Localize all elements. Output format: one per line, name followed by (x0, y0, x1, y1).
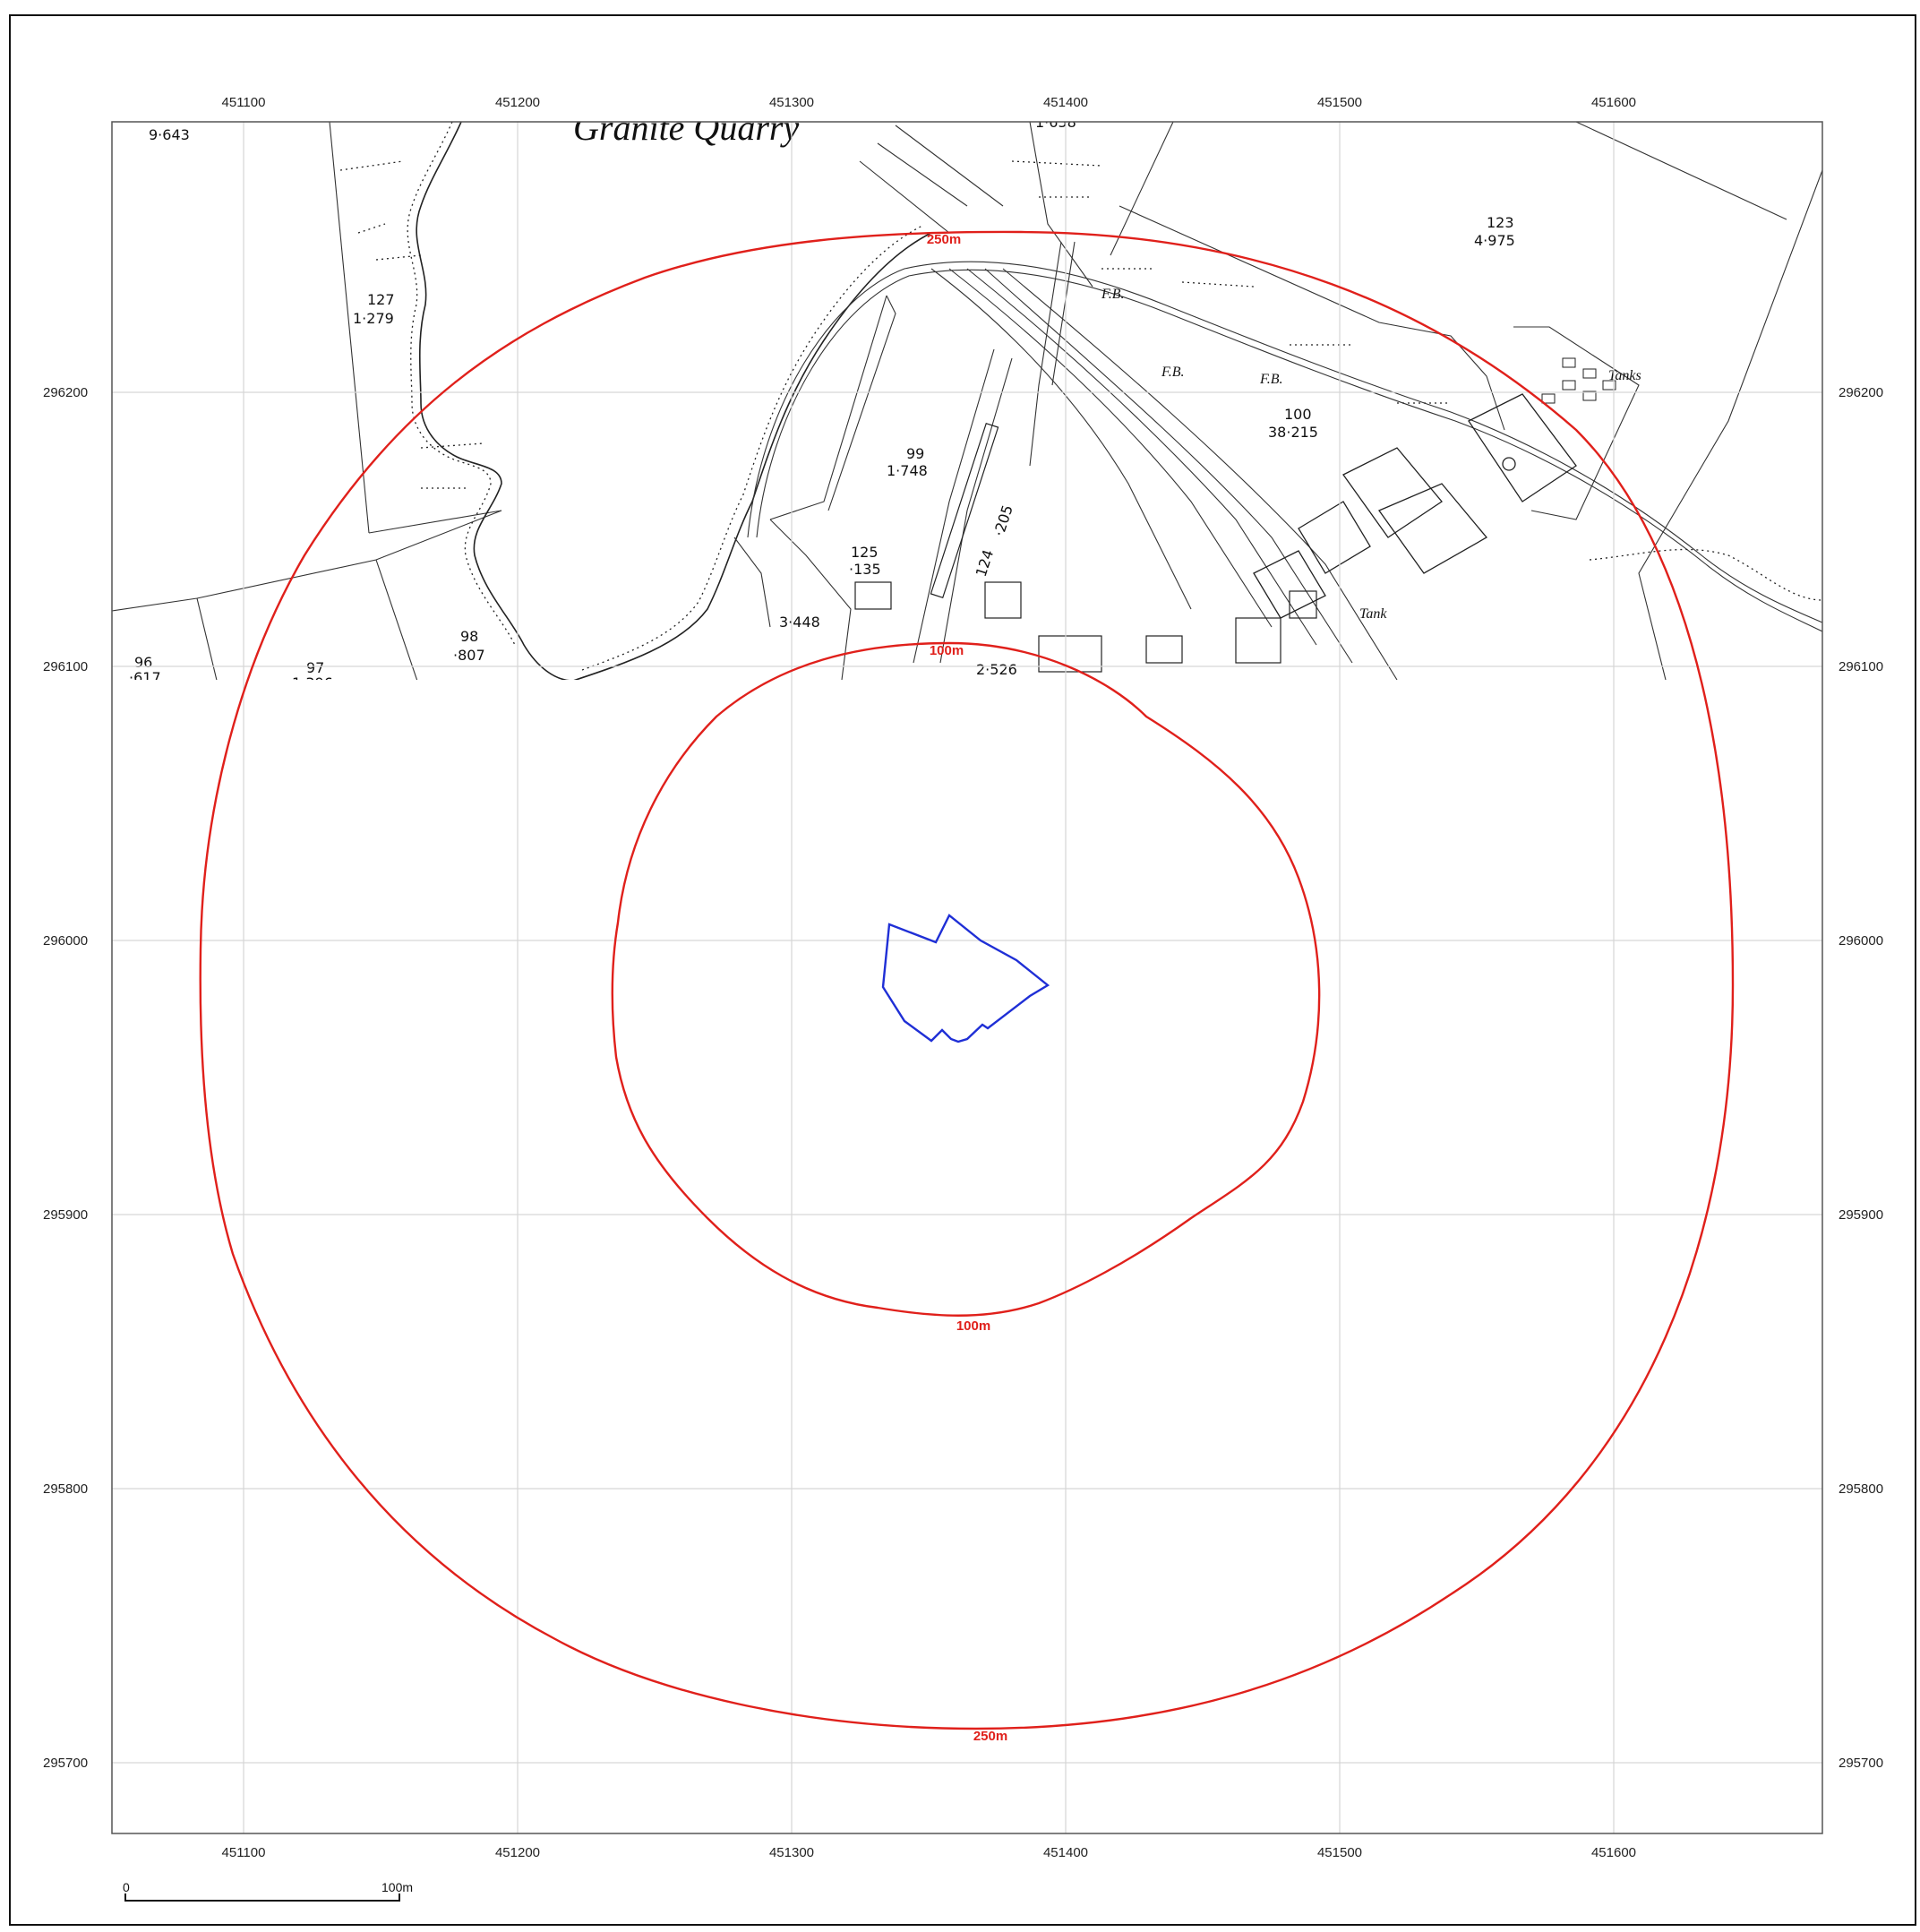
buffer-100m-label: 100m (956, 1318, 990, 1334)
map-neatline (111, 121, 1823, 1834)
parcel-area: 1·396 (292, 674, 333, 691)
footbridge-label: F.B. (1101, 287, 1124, 302)
y-axis-left: 296200 296100 296000 295900 295800 29570… (43, 385, 88, 1771)
footbridge-label: F.B. (1259, 372, 1282, 387)
buffer-250m-label: 250m (927, 232, 961, 247)
footbridge-label: F.B. (1161, 365, 1184, 380)
scale-bar-start-label: 0 (123, 1880, 130, 1894)
works-buildings (1253, 357, 1616, 619)
parcel-area: 4·975 (1474, 232, 1515, 249)
tank-label: Tank (1359, 606, 1387, 622)
map-frame (9, 14, 1916, 1926)
parcel-label: 99 (906, 445, 924, 462)
historic-map-layer: 9·643 127 1·279 98 ·807 96 ·617 97 1·396… (112, 107, 1822, 691)
x-tick-label: 451600 (1591, 95, 1636, 110)
buffer-100m-ring (611, 641, 1321, 1317)
x-tick-label: 451400 (1043, 95, 1088, 110)
buffer-100m: 100m 100m (611, 641, 1321, 1334)
y-tick-label: 295700 (43, 1756, 88, 1771)
parcel-area: ·807 (453, 647, 485, 664)
x-tick-label: 451600 (1591, 1845, 1636, 1860)
buffer-250m-label: 250m (973, 1729, 1007, 1744)
tanks-label: Tanks (1608, 368, 1641, 383)
x-tick-label: 451100 (222, 95, 266, 110)
parcel-label: 100 (1284, 406, 1312, 423)
y-tick-label: 295900 (43, 1207, 88, 1223)
y-tick-label: 296000 (1839, 933, 1883, 949)
x-tick-label: 451200 (495, 95, 540, 110)
x-tick-label: 451400 (1043, 1845, 1088, 1860)
x-tick-label: 451100 (222, 1845, 266, 1860)
parcel-area: 1·279 (353, 310, 394, 327)
y-tick-label: 296100 (1839, 659, 1883, 674)
y-tick-label: 296200 (43, 385, 88, 400)
parcel-area: ·617 (129, 669, 161, 686)
parcel-label: 123 (1487, 214, 1514, 231)
y-tick-label: 295700 (1839, 1756, 1883, 1771)
parcel-label: 2·526 (976, 661, 1017, 678)
parcel-area: 1·748 (887, 462, 928, 479)
x-tick-label: 451500 (1317, 1845, 1362, 1860)
terrace-buildings (854, 422, 1317, 673)
buffer-250m-ring (199, 230, 1735, 1730)
y-axis-right: 296200 296100 296000 295900 295800 29570… (1839, 385, 1883, 1771)
y-tick-label: 295800 (1839, 1481, 1883, 1497)
grid-lines (112, 122, 1822, 1833)
x-tick-label: 451500 (1317, 95, 1362, 110)
y-tick-label: 296200 (1839, 385, 1883, 400)
x-tick-label: 451300 (769, 95, 814, 110)
y-tick-label: 295900 (1839, 1207, 1883, 1223)
parcel-label: 127 (367, 291, 395, 308)
parcel-area: ·135 (849, 561, 881, 578)
site-boundary (881, 914, 1050, 1043)
y-tick-label: 295800 (43, 1481, 88, 1497)
buffer-100m-label: 100m (930, 643, 964, 658)
x-tick-label: 451300 (769, 1845, 814, 1860)
y-tick-label: 296000 (43, 933, 88, 949)
parcel-label: 9·643 (149, 126, 190, 143)
parcel-label: 98 (460, 628, 478, 645)
parcel-label: 125 (851, 544, 879, 561)
x-tick-label: 451200 (495, 1845, 540, 1860)
buffer-250m: 250m 250m (199, 230, 1735, 1744)
parcel-label: 97 (306, 659, 324, 676)
parcel-label: 3·448 (779, 614, 820, 631)
quarry-label: Granite Quarry (573, 107, 799, 148)
parcel-area: 38·215 (1268, 424, 1318, 441)
scale-bar: 0 100m (123, 1880, 413, 1902)
x-axis-bottom: 451100 451200 451300 451400 451500 45160… (222, 1845, 1637, 1860)
parcel-label: 1·658 (1035, 114, 1076, 131)
x-axis-top: 451100 451200 451300 451400 451500 45160… (222, 95, 1637, 110)
y-tick-label: 296100 (43, 659, 88, 674)
scale-bar-end-label: 100m (381, 1880, 413, 1894)
